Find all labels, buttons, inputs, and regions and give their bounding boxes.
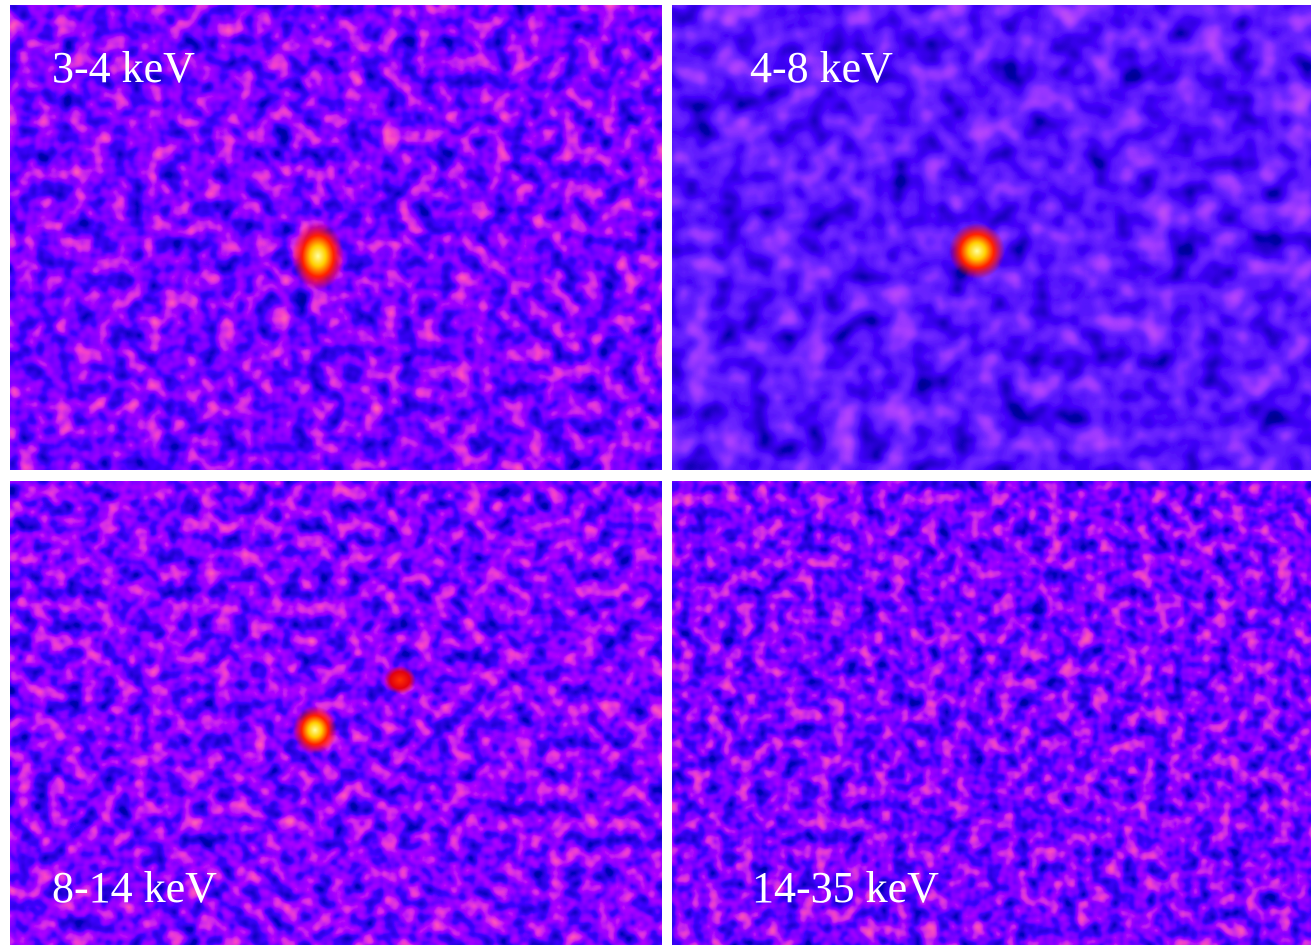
source bbox=[949, 223, 1005, 279]
source bbox=[292, 222, 344, 290]
panel: 14-35 keV bbox=[672, 481, 1311, 945]
panel: 8-14 keV bbox=[10, 481, 662, 945]
panel-label: 8-14 keV bbox=[52, 863, 217, 912]
panel-label: 4-8 keV bbox=[750, 43, 893, 92]
source bbox=[384, 666, 416, 694]
panel: 3-4 keV bbox=[10, 5, 662, 470]
panel: 4-8 keV bbox=[672, 5, 1311, 470]
figure: 3-4 keV 4-8 keV 8-14 keV 14-35 keV bbox=[0, 0, 1311, 945]
panel-label: 14-35 keV bbox=[752, 863, 939, 912]
panel-label: 3-4 keV bbox=[52, 43, 195, 92]
page: 3-4 keV 4-8 keV 8-14 keV 14-35 keV (() =… bbox=[0, 0, 1311, 945]
source bbox=[293, 706, 337, 754]
